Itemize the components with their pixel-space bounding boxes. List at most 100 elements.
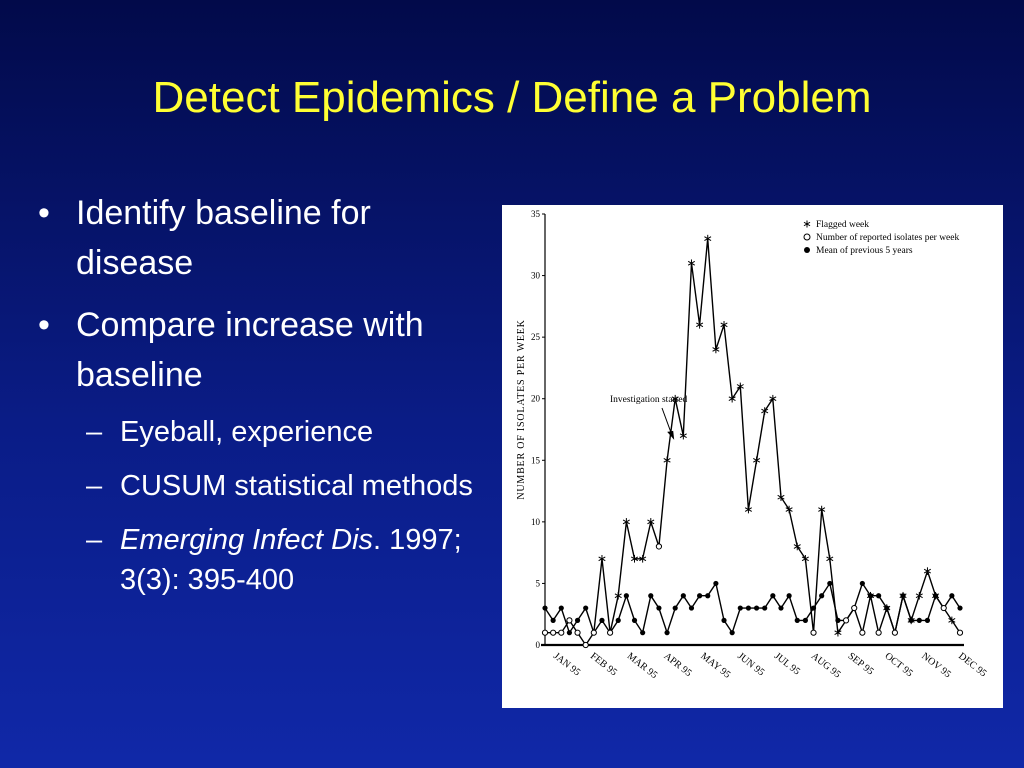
point-mean-previous-5-years (599, 617, 605, 623)
y-tick-label: 10 (531, 517, 541, 527)
chart-legend: Flagged week Number of reported isolates … (803, 220, 959, 256)
point-reported-isolates (582, 641, 589, 649)
flag-star-stroke (679, 433, 687, 438)
flag-star-stroke (899, 593, 907, 599)
bullet-item: • Identify baseline for disease (38, 188, 488, 288)
point-mean-previous-5-years (550, 617, 556, 623)
flag-star-stroke (753, 457, 761, 463)
x-tick-label: MAY 95 (698, 651, 732, 681)
point-reported-isolates (566, 617, 573, 624)
point-reported-isolates (550, 629, 557, 636)
sub-bullet-text: Eyeball, experience (120, 416, 374, 448)
point-flagged-week (712, 345, 720, 354)
point-flagged-week (736, 382, 744, 391)
point-mean-previous-5-years (924, 617, 931, 623)
point-mean-previous-5-years (705, 593, 711, 599)
y-tick-label: 0 (536, 640, 541, 650)
y-tick-label: 15 (531, 455, 541, 465)
point-reported-isolates (606, 629, 614, 636)
point-flagged-week (630, 555, 639, 563)
legend-marker-reported (803, 233, 811, 241)
point-reported-isolates (940, 604, 947, 612)
citation-details: . 1997; 3(3): 395-400 (120, 524, 462, 596)
point-flagged-week (907, 616, 915, 625)
point-flagged-week (647, 518, 655, 526)
point-reported-isolates (891, 629, 899, 636)
point-flagged-week (704, 234, 712, 243)
point-flagged-week (915, 591, 923, 600)
flag-star-stroke (866, 593, 875, 599)
flag-star-stroke (948, 618, 956, 623)
x-tick-label: JAN 95 (551, 651, 582, 679)
point-mean-previous-5-years (680, 593, 686, 599)
point-reported-isolates (859, 629, 866, 636)
point-mean-previous-5-years (835, 617, 841, 623)
point-mean-previous-5-years (876, 593, 882, 599)
point-flagged-week (761, 407, 769, 415)
point-mean-previous-5-years (640, 630, 646, 636)
legend-label: Flagged week (816, 220, 869, 230)
point-flagged-week (883, 604, 891, 612)
point-mean-previous-5-years (656, 605, 662, 611)
bullet-text: Compare increase with baseline (76, 306, 424, 394)
flag-star-stroke (883, 605, 891, 611)
point-flagged-week (639, 555, 647, 563)
legend-label: Mean of previous 5 years (816, 245, 913, 256)
point-flagged-week (932, 591, 940, 600)
flag-star-stroke (793, 544, 801, 549)
point-mean-previous-5-years (542, 605, 548, 611)
point-flagged-week (720, 321, 728, 329)
point-flagged-week (687, 259, 696, 268)
point-mean-previous-5-years (688, 605, 695, 611)
flag-star-stroke (769, 396, 777, 402)
bullet-dot: • (38, 306, 50, 344)
point-mean-previous-5-years (794, 617, 800, 623)
sub-bullet-item: – Emerging Infect Dis. 1997; 3(3): 395-4… (38, 520, 488, 600)
point-mean-previous-5-years (802, 617, 808, 623)
x-tick-label: FEB 95 (588, 651, 619, 679)
flag-star-stroke (728, 396, 736, 402)
bullet-list: • Identify baseline for disease • Compar… (38, 188, 488, 614)
x-tick-label: JUN 95 (735, 651, 766, 679)
point-mean-previous-5-years (819, 593, 825, 599)
point-mean-previous-5-years (648, 593, 654, 599)
x-tick-label: OCT 95 (883, 651, 915, 680)
point-mean-previous-5-years (859, 580, 865, 587)
flag-star-stroke (704, 236, 712, 241)
point-flagged-week (598, 555, 606, 563)
point-mean-previous-5-years (827, 580, 833, 587)
y-tick-label: 25 (531, 332, 541, 342)
point-mean-previous-5-years (697, 593, 703, 599)
point-mean-previous-5-years (778, 605, 784, 611)
point-reported-isolates (956, 629, 964, 636)
flag-star-stroke (923, 568, 932, 574)
flag-star-stroke (818, 507, 826, 512)
point-mean-previous-5-years (729, 630, 735, 636)
point-reported-isolates (851, 604, 858, 612)
flag-star-stroke (736, 384, 744, 389)
y-tick-label: 20 (531, 394, 541, 404)
point-mean-previous-5-years (623, 593, 629, 599)
point-flagged-week (866, 591, 875, 600)
flag-star-stroke (932, 593, 940, 599)
point-mean-previous-5-years (566, 630, 573, 636)
sub-bullet-item: – Eyeball, experience (38, 412, 488, 452)
point-mean-previous-5-years (786, 593, 792, 599)
flag-star-stroke (744, 507, 752, 512)
sub-bullet-dash: – (86, 470, 103, 502)
flag-star-stroke (785, 507, 793, 512)
series-line-reported-isolates (545, 238, 961, 647)
flag-star-stroke (647, 519, 655, 525)
point-mean-previous-5-years (664, 630, 670, 636)
flag-star-stroke (826, 556, 834, 562)
sub-bullet-text: CUSUM statistical methods (120, 470, 473, 502)
point-flagged-week (679, 431, 687, 440)
legend-label: Number of reported isolates per week (816, 232, 959, 243)
chart-figure: 0 5 10 15 20 25 30 35 NUMBER OF ISOLATES PER WEE… (502, 205, 1003, 708)
x-tick-label: NOV 95 (919, 651, 953, 681)
bullet-text: Identify baseline for disease (76, 194, 371, 282)
legend-star-stroke (803, 221, 811, 227)
point-mean-previous-5-years (949, 593, 955, 599)
bullet-item: • Compare increase with baseline (38, 300, 488, 400)
sub-bullet-item: – CUSUM statistical methods (38, 466, 488, 506)
